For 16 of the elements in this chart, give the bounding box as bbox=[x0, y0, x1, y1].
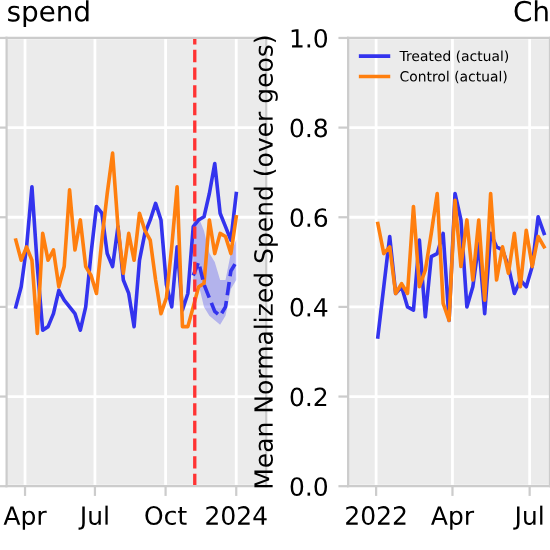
y-tick-label: 0.0 bbox=[290, 477, 328, 497]
y-tick-label: 0.2 bbox=[290, 387, 327, 407]
y-tick-label: 0.6 bbox=[290, 208, 328, 228]
y-tick-label: 0.4 bbox=[290, 297, 328, 317]
chart-title: spend bbox=[8, 0, 89, 28]
x-tick-label: Apr bbox=[431, 506, 475, 530]
x-tick-label: Jul bbox=[513, 505, 543, 530]
x-tick-label: Oct bbox=[145, 506, 187, 525]
x-tick-label: 2022 bbox=[346, 506, 406, 525]
x-tick-label: Apr bbox=[3, 506, 47, 530]
chart-title: Ch bbox=[514, 0, 548, 22]
y-axis-title: Mean Normalized Spend (over geos) bbox=[253, 36, 278, 488]
x-tick-label: Jul bbox=[78, 505, 108, 530]
x-tick-label: 2024 bbox=[206, 506, 267, 525]
y-tick-label: 0.8 bbox=[290, 118, 327, 138]
y-tick-label: 1.0 bbox=[291, 28, 328, 48]
